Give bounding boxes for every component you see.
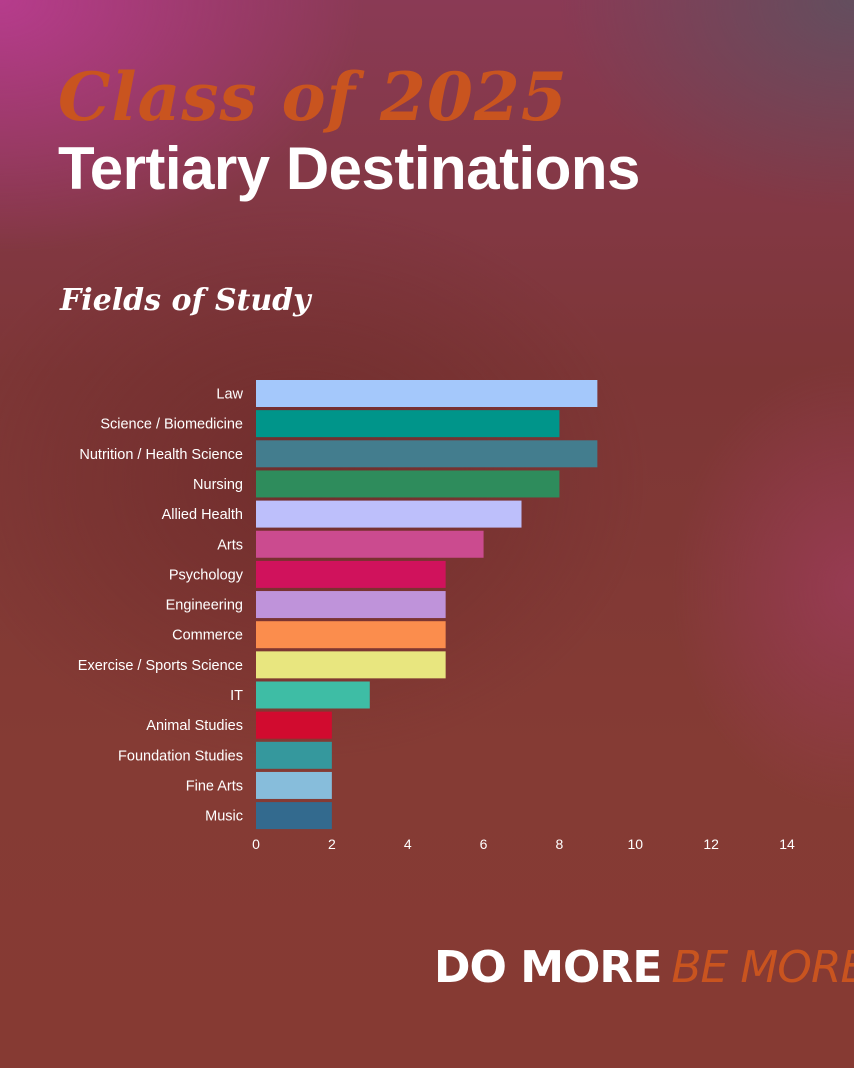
bar-fine-arts [256,771,332,799]
tagline-be-more: BE MORE [671,942,854,993]
x-tick-label: 4 [404,836,412,852]
category-label-engineering: Engineering [166,598,243,614]
x-tick-label: 12 [703,836,719,852]
bar-allied-health [256,500,522,528]
category-label-fine-arts: Fine Arts [186,778,243,794]
bar-animal-studies [256,711,332,739]
bar-commerce [256,621,446,649]
category-label-foundation-studies: Foundation Studies [118,748,243,764]
bar-music [256,802,332,830]
main-title: Tertiary Destinations [58,135,640,202]
bar-nursing [256,470,560,498]
category-label-nutrition-health-science: Nutrition / Health Science [79,447,243,463]
category-label-arts: Arts [217,537,243,553]
bar-nutrition-health-science [256,440,598,468]
x-tick-label: 8 [556,836,564,852]
category-label-law: Law [216,387,243,403]
category-label-science-biomedicine: Science / Biomedicine [100,417,243,433]
category-label-exercise-sports-science: Exercise / Sports Science [78,658,243,674]
bar-it [256,681,370,709]
category-label-commerce: Commerce [172,628,243,644]
script-title: Class of 2025 [58,58,568,136]
x-tick-label: 6 [480,836,488,852]
bar-engineering [256,591,446,619]
x-tick-label: 14 [779,836,795,852]
x-tick-label: 10 [627,836,643,852]
bar-law [256,380,598,407]
tagline-do-more: DO MORE [434,942,662,993]
x-tick-label: 2 [328,836,336,852]
chart-title: Fields of Study [60,283,311,318]
category-label-allied-health: Allied Health [162,507,243,523]
bar-arts [256,530,484,558]
bar-exercise-sports-science [256,651,446,679]
category-label-music: Music [205,809,243,825]
bar-psychology [256,560,446,588]
bar-science-biomedicine [256,410,560,438]
category-label-animal-studies: Animal Studies [146,718,243,734]
category-label-psychology: Psychology [169,567,244,583]
x-tick-label: 0 [252,836,260,852]
category-label-it: IT [230,688,243,704]
category-label-nursing: Nursing [193,477,243,493]
tagline: DO MORE BE MORE [434,942,854,993]
bar-foundation-studies [256,741,332,769]
